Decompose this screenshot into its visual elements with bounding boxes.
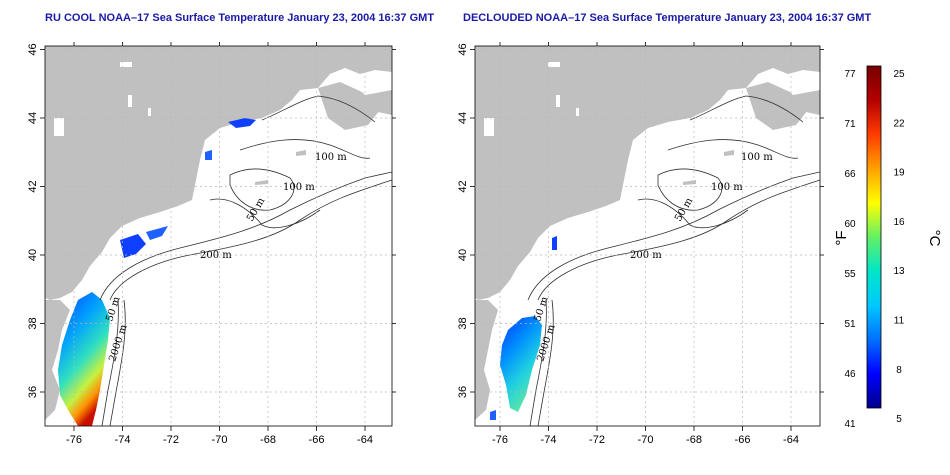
celsius-tick-label: 22 [893, 118, 905, 129]
x-tick-label: -64 [783, 434, 799, 446]
fahrenheit-tick-label: 41 [844, 419, 856, 430]
celsius-tick-label: 5 [896, 414, 902, 425]
y-tick-label: 38 [27, 317, 39, 329]
x-tick-label: -64 [357, 434, 373, 446]
fahrenheit-tick-label: 55 [844, 269, 856, 280]
x-tick-label: -74 [115, 434, 131, 446]
contour-label-50m: 50 m [245, 196, 267, 224]
contour-label-100m: 100 m [283, 182, 315, 193]
x-tick-label: -66 [309, 434, 325, 446]
contour-label-50m: 50 m [532, 295, 550, 323]
fahrenheit-tick-label: 51 [844, 319, 856, 330]
contour-label-200m: 200 m [630, 250, 662, 261]
right-plot-frame [474, 45, 821, 427]
x-tick-label: -72 [589, 434, 605, 446]
left-gridlines [45, 46, 392, 426]
colorbar: 77 71 66 60 55 51 46 41 25 22 19 16 13 11 8 5 °F °C [833, 65, 943, 430]
fahrenheit-tick-label: 46 [844, 369, 856, 380]
y-tick-label: 46 [457, 43, 469, 55]
right-isobaths [527, 95, 820, 426]
contour-label-100m: 100 m [315, 152, 347, 163]
colorbar-bar [866, 65, 882, 409]
left-lakes [54, 62, 151, 136]
celsius-tick-label: 8 [896, 365, 902, 376]
right-panel-title: DECLOUDED NOAA–17 Sea Surface Temperatur… [463, 12, 872, 24]
y-tick-label: 36 [457, 386, 469, 398]
y-tick-label: 44 [457, 112, 469, 124]
x-tick-label: -76 [66, 434, 82, 446]
left-sst-patches [58, 118, 256, 426]
colorbar-fahrenheit-ticks: 77 71 66 60 55 51 46 41 [844, 69, 856, 430]
x-tick-label: -76 [492, 434, 508, 446]
y-tick-label: 38 [457, 317, 469, 329]
contour-label-200m: 200 m [200, 250, 232, 261]
x-tick-label: -70 [638, 434, 654, 446]
contour-label-100m: 100 m [711, 182, 743, 193]
fahrenheit-tick-label: 66 [844, 169, 856, 180]
y-tick-label: 42 [457, 180, 469, 192]
left-map-panel: 100 m 100 m 50 m 200 m 50 m 2000 m -76 -7… [27, 42, 396, 446]
celsius-tick-label: 25 [893, 69, 905, 80]
fahrenheit-tick-label: 71 [844, 119, 856, 130]
left-land-mass [45, 46, 392, 420]
celsius-tick-label: 19 [893, 168, 905, 179]
y-tick-label: 36 [27, 386, 39, 398]
right-gridlines [475, 46, 820, 426]
celsius-tick-label: 11 [894, 316, 905, 327]
y-tick-label: 42 [27, 180, 39, 192]
fahrenheit-unit-label: °F [833, 230, 850, 245]
left-axis-ticks: -76 -74 -72 -70 -68 -66 -64 36 38 40 42 44 46 [27, 42, 396, 446]
right-sst-patches [490, 236, 557, 420]
fahrenheit-tick-label: 60 [844, 219, 856, 230]
contour-label-50m: 50 m [673, 196, 695, 224]
celsius-unit-label: °C [926, 230, 943, 247]
left-isobaths [99, 95, 392, 426]
right-map-panel: 100 m 100 m 50 m 200 m 50 m 2000 m -76 -7… [457, 42, 824, 446]
contour-label-2000m: 2000 m [107, 323, 129, 363]
celsius-tick-label: 16 [893, 217, 905, 228]
x-tick-label: -68 [260, 434, 276, 446]
contour-label-50m: 50 m [104, 295, 122, 323]
left-panel-title: RU COOL NOAA–17 Sea Surface Temperature … [45, 12, 435, 24]
celsius-tick-label: 13 [893, 266, 905, 277]
colorbar-celsius-ticks: 25 22 19 16 13 11 8 5 [893, 69, 905, 425]
x-tick-label: -74 [541, 434, 557, 446]
y-tick-label: 44 [27, 112, 39, 124]
x-tick-label: -68 [686, 434, 702, 446]
x-tick-label: -72 [163, 434, 179, 446]
left-plot-frame [44, 45, 393, 427]
right-axis-ticks: -76 -74 -72 -70 -68 -66 -64 36 38 40 42 44 46 [457, 42, 824, 446]
fahrenheit-tick-label: 77 [844, 69, 856, 80]
y-tick-label: 40 [457, 249, 469, 261]
x-tick-label: -70 [212, 434, 228, 446]
y-tick-label: 46 [27, 43, 39, 55]
x-tick-label: -66 [735, 434, 751, 446]
right-lakes [484, 62, 579, 136]
contour-label-100m: 100 m [741, 152, 773, 163]
y-tick-label: 40 [27, 249, 39, 261]
